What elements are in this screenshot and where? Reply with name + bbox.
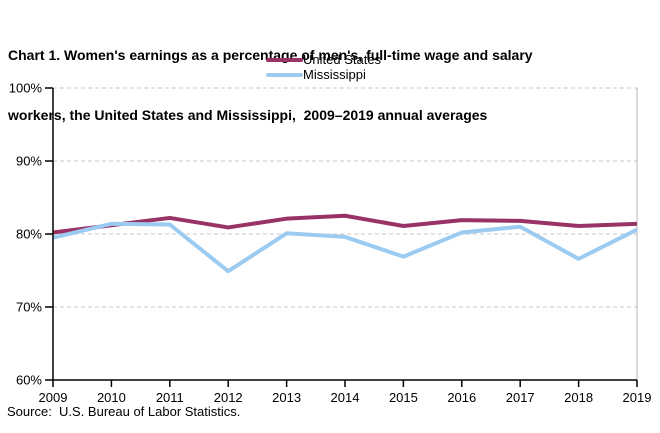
united-states-line	[52, 213, 638, 235]
x-tick-label-2012: 2012	[214, 390, 243, 405]
legend-item-united-states: United States	[266, 52, 381, 67]
y-tick-label-100: 100%	[9, 81, 43, 96]
mississippi-line-swatch	[266, 72, 303, 77]
x-tick-label-2013: 2013	[272, 390, 301, 405]
chart-title-line2: workers, the United States and Mississip…	[8, 107, 488, 123]
x-tick-label-2014: 2014	[331, 390, 360, 405]
legend-label-mississippi: Mississippi	[303, 67, 366, 82]
x-tick-label-2011: 2011	[156, 390, 184, 405]
mississippi-line	[52, 221, 638, 274]
x-tick-label-2016: 2016	[447, 390, 476, 405]
y-tick-label-60: 60%	[16, 373, 42, 388]
legend-label-united-states: United States	[303, 52, 382, 67]
x-tick-label-2015: 2015	[389, 390, 418, 405]
legend-item-mississippi: Mississippi	[266, 67, 381, 82]
y-tick-label-70: 70%	[16, 300, 42, 315]
y-tick-label-90: 90%	[16, 154, 42, 169]
x-tick-label-2019: 2019	[623, 390, 652, 405]
legend: United States Mississippi	[266, 52, 381, 82]
x-tick-label-2018: 2018	[564, 390, 593, 405]
x-tick-label-2017: 2017	[506, 390, 535, 405]
source-note: Source: U.S. Bureau of Labor Statistics.	[7, 404, 241, 419]
y-tick-label-80: 80%	[16, 227, 42, 242]
chart-title: Chart 1. Women's earnings as a percentag…	[8, 5, 533, 165]
chart-title-line1: Chart 1. Women's earnings as a percentag…	[8, 47, 533, 63]
x-tick-label-2010: 2010	[97, 390, 126, 405]
united-states-line-swatch	[266, 57, 303, 62]
x-tick-label-2009: 2009	[39, 390, 68, 405]
